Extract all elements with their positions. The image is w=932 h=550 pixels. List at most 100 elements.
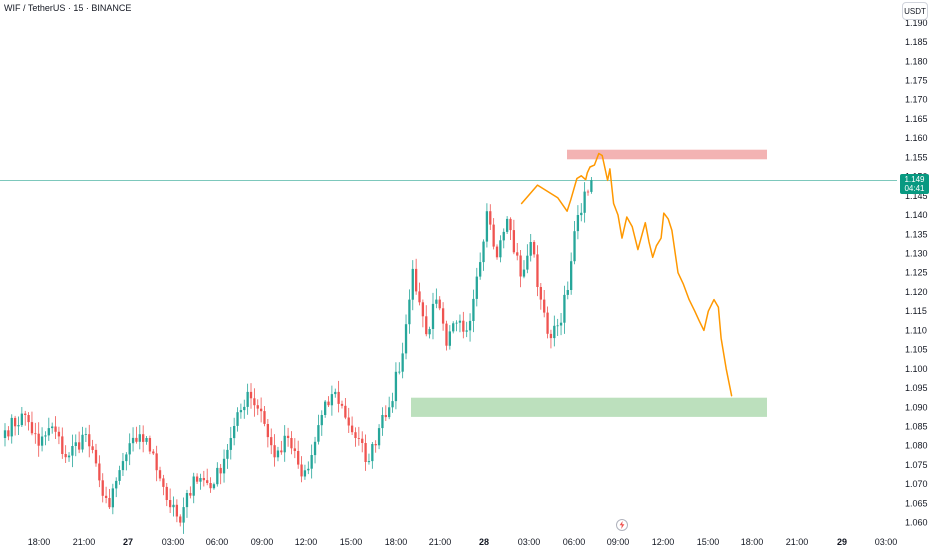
candle[interactable] [408, 289, 411, 334]
candle[interactable] [94, 443, 98, 467]
candle[interactable] [47, 417, 50, 441]
candle[interactable] [111, 483, 114, 515]
candle[interactable] [445, 320, 448, 351]
candle[interactable] [189, 486, 192, 499]
candle[interactable] [148, 435, 152, 455]
candle[interactable] [273, 434, 276, 467]
candle[interactable] [300, 456, 303, 483]
candle[interactable] [317, 414, 320, 445]
candle[interactable] [485, 203, 489, 248]
candle[interactable] [253, 388, 256, 417]
candle[interactable] [364, 434, 367, 471]
candle[interactable] [509, 217, 512, 240]
candle[interactable] [283, 425, 286, 462]
candle[interactable] [377, 424, 381, 450]
candle[interactable] [121, 453, 125, 476]
candle[interactable] [455, 320, 458, 332]
candle[interactable] [438, 296, 441, 311]
candle[interactable] [297, 440, 300, 469]
candle[interactable] [246, 383, 249, 415]
candle[interactable] [270, 428, 273, 455]
candle[interactable] [145, 436, 148, 445]
candle[interactable] [142, 425, 145, 453]
candle[interactable] [61, 427, 64, 459]
candle[interactable] [334, 388, 337, 398]
candle[interactable] [307, 461, 310, 475]
candle[interactable] [425, 305, 428, 337]
candle[interactable] [310, 444, 313, 479]
candle[interactable] [138, 425, 141, 450]
candle[interactable] [182, 497, 185, 534]
candle[interactable] [435, 288, 438, 309]
candle[interactable] [361, 431, 364, 453]
candle[interactable] [394, 362, 398, 410]
candle[interactable] [115, 477, 118, 498]
candle[interactable] [374, 440, 377, 453]
candle[interactable] [344, 398, 347, 420]
candle[interactable] [209, 477, 212, 493]
candle[interactable] [206, 468, 209, 486]
candle[interactable] [195, 473, 199, 484]
candle[interactable] [529, 234, 532, 262]
candle[interactable] [17, 416, 20, 436]
candle[interactable] [286, 427, 290, 447]
candle[interactable] [10, 414, 13, 444]
candle[interactable] [199, 473, 202, 490]
candle[interactable] [108, 489, 111, 509]
candle[interactable] [3, 423, 7, 447]
candle[interactable] [330, 385, 334, 416]
candle[interactable] [233, 417, 236, 446]
candle[interactable] [172, 496, 175, 517]
candle[interactable] [202, 470, 205, 487]
candle[interactable] [576, 205, 580, 240]
candle[interactable] [30, 411, 34, 436]
candle[interactable] [175, 499, 179, 523]
candle[interactable] [465, 321, 468, 338]
currency-button[interactable]: USDT [902, 2, 928, 20]
candle[interactable] [84, 427, 88, 442]
candle[interactable] [88, 424, 91, 458]
candle[interactable] [185, 489, 189, 518]
candle[interactable] [162, 474, 165, 496]
candle[interactable] [57, 426, 61, 445]
candle[interactable] [74, 434, 77, 457]
candle[interactable] [158, 466, 162, 482]
candle[interactable] [532, 240, 536, 258]
candle[interactable] [505, 216, 509, 234]
symbol-legend[interactable]: WIF / TetherUS · 15 · BINANCE [4, 3, 132, 13]
candle[interactable] [259, 397, 263, 423]
candle[interactable] [482, 239, 485, 271]
candle[interactable] [586, 189, 590, 196]
candle[interactable] [452, 321, 455, 334]
candle[interactable] [249, 383, 253, 409]
candle[interactable] [421, 299, 425, 328]
candle[interactable] [67, 452, 71, 462]
candle[interactable] [475, 267, 478, 307]
candle[interactable] [401, 342, 404, 379]
candle[interactable] [303, 464, 307, 480]
candle[interactable] [118, 465, 121, 485]
candle[interactable] [98, 455, 101, 488]
candle[interactable] [34, 422, 37, 444]
candle[interactable] [559, 313, 563, 336]
candle[interactable] [590, 177, 593, 194]
candle[interactable] [128, 433, 131, 466]
candle[interactable] [458, 314, 462, 333]
candle[interactable] [324, 400, 327, 418]
candle[interactable] [522, 260, 526, 279]
candle[interactable] [226, 444, 229, 469]
candle[interactable] [448, 325, 451, 350]
candle[interactable] [371, 442, 374, 469]
support-zone[interactable] [411, 397, 767, 417]
candle[interactable] [354, 427, 357, 447]
candle[interactable] [431, 292, 435, 340]
candle[interactable] [152, 449, 155, 455]
candle[interactable] [81, 426, 84, 453]
candle[interactable] [563, 285, 566, 334]
candle[interactable] [24, 410, 27, 426]
candle[interactable] [516, 243, 519, 261]
candle[interactable] [418, 282, 421, 306]
candle[interactable] [566, 281, 569, 300]
candle[interactable] [546, 306, 549, 339]
resistance-zone[interactable] [567, 149, 767, 160]
